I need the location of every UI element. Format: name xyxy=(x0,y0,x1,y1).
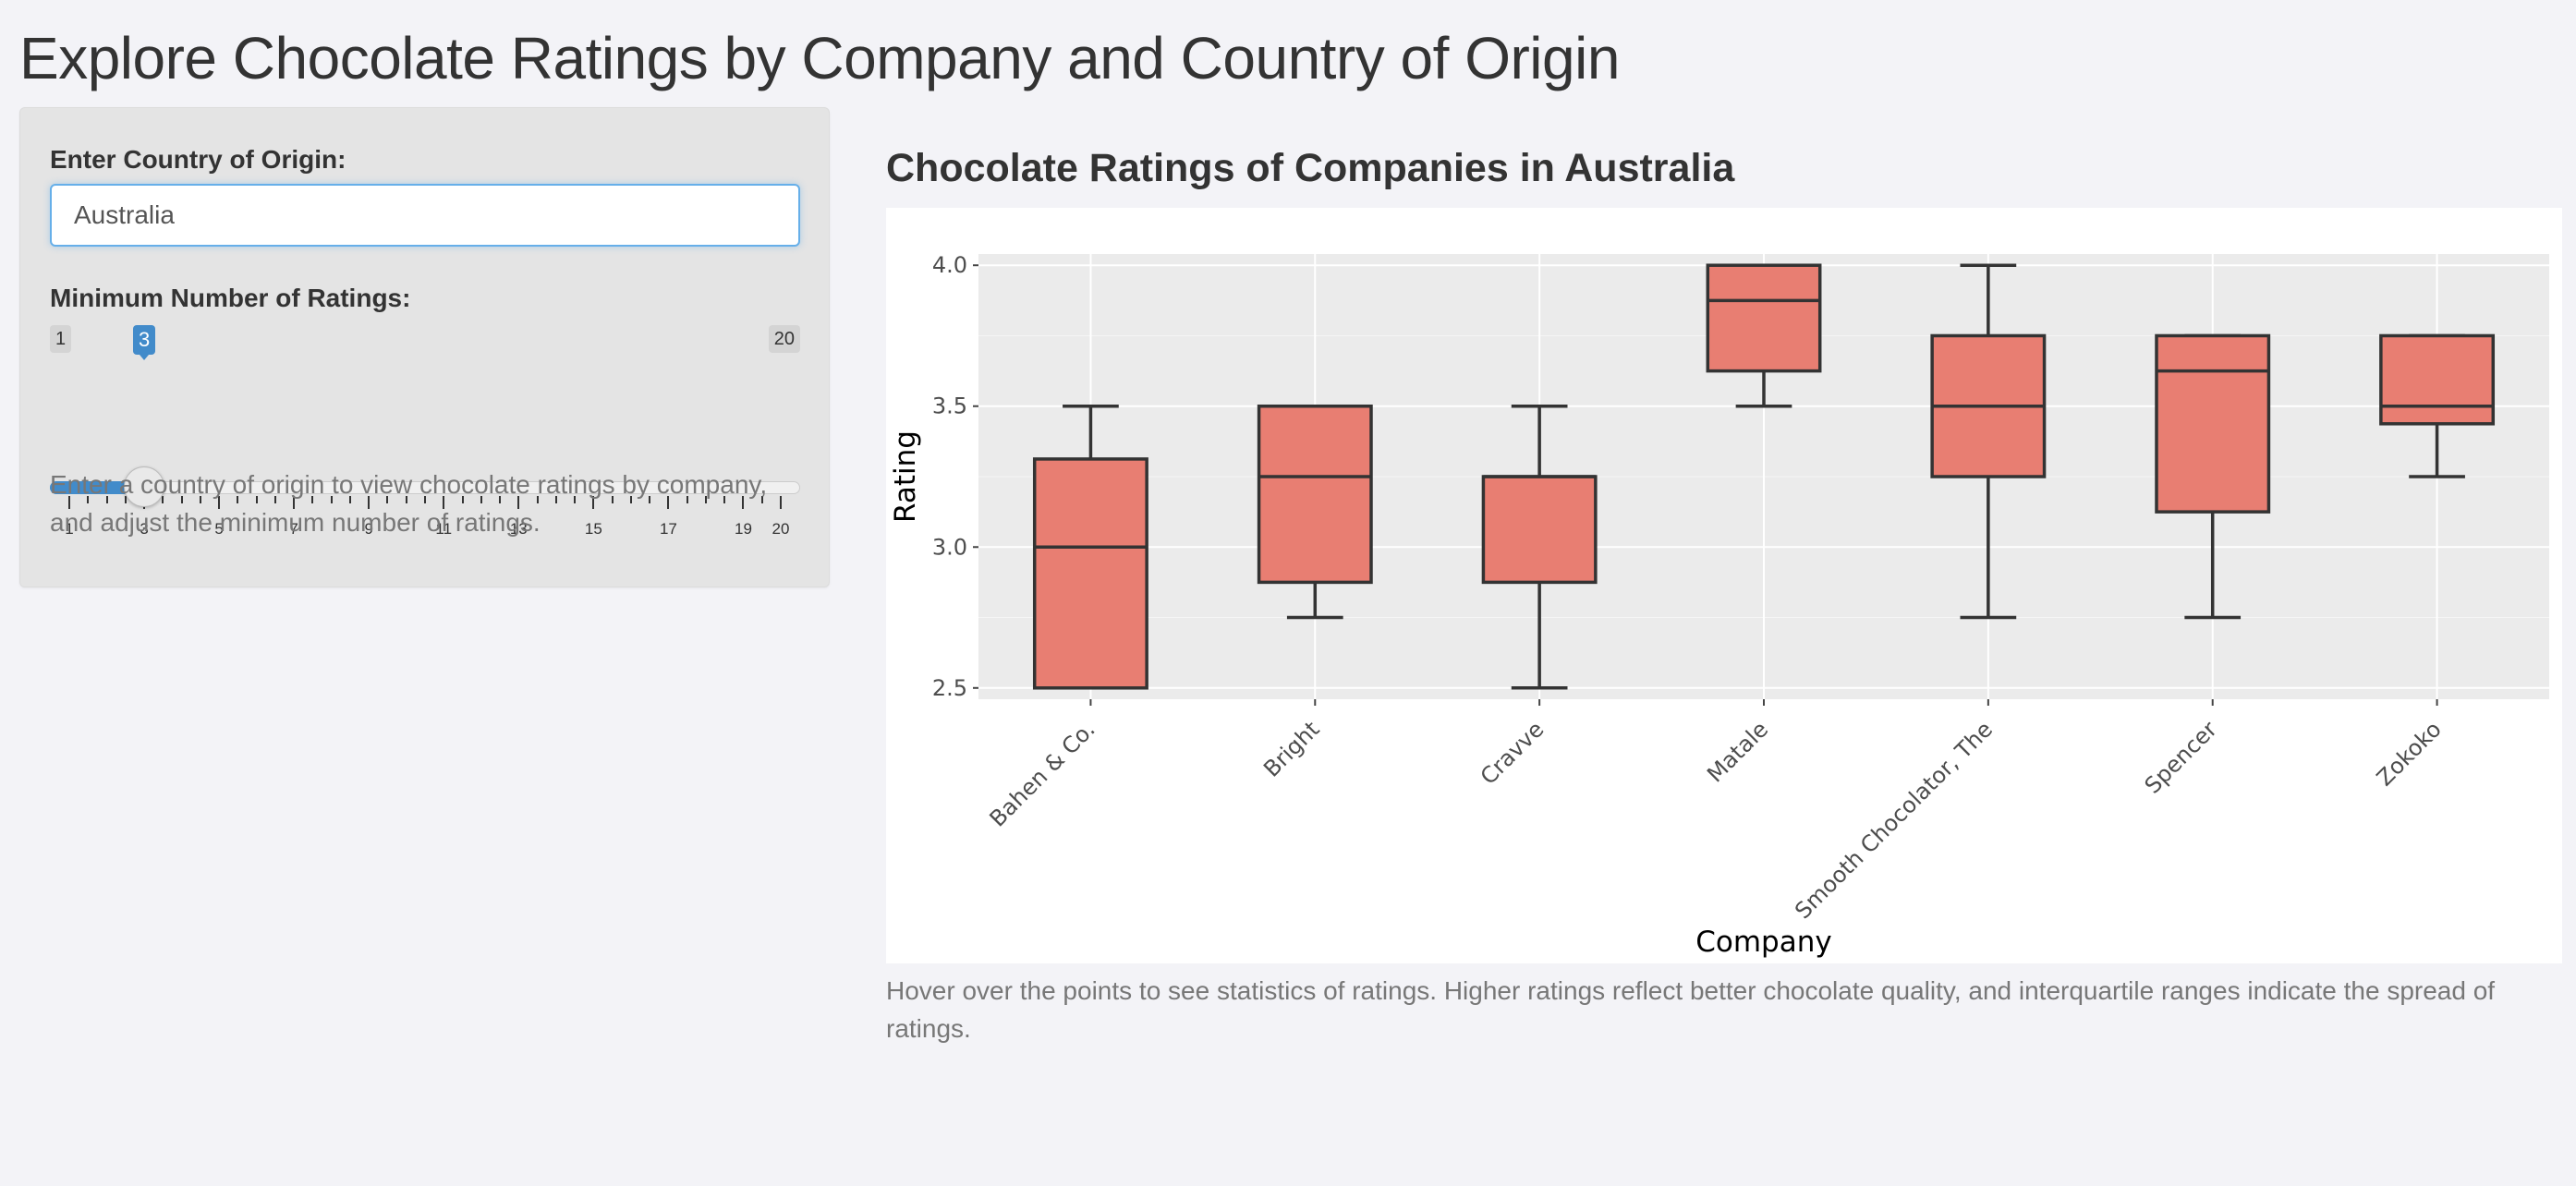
slider-tick-label: 3 xyxy=(140,520,149,538)
slider-minor-tick xyxy=(162,496,164,503)
boxplot-svg: 2.5 3.0 3.5 4.0 Bahen & Co. Bright Cravve Matal… xyxy=(889,252,2549,959)
slider-minor-tick xyxy=(273,496,276,503)
slider-minor-tick xyxy=(180,496,183,503)
min-ratings-slider[interactable]: 1 20 3 1 3 5 7 9 11 13 15 17 19 20 xyxy=(50,325,800,538)
y-tick-label: 4.0 xyxy=(932,252,967,278)
slider-minor-tick xyxy=(574,496,577,503)
y-axis-title: Rating xyxy=(889,430,922,523)
slider-minor-tick xyxy=(105,496,108,503)
slider-handle[interactable] xyxy=(124,466,165,507)
slider-tick-label: 11 xyxy=(435,520,453,538)
y-tick-label: 3.0 xyxy=(932,534,967,560)
slider-major-tick xyxy=(68,496,70,509)
slider-tick-label: 17 xyxy=(659,520,677,538)
slider-minor-tick xyxy=(461,496,464,503)
app-title: Explore Chocolate Ratings by Company and… xyxy=(19,25,1620,91)
slider-tick-label: 15 xyxy=(584,520,602,538)
slider-major-tick xyxy=(592,496,595,509)
min-ratings-label: Minimum Number of Ratings: xyxy=(50,284,411,312)
slider-minor-tick xyxy=(499,496,502,503)
slider-minor-tick xyxy=(330,496,333,503)
slider-tick-label: 7 xyxy=(289,520,298,538)
slider-major-tick xyxy=(742,496,745,509)
slider-minor-tick xyxy=(87,496,90,503)
slider-minor-tick xyxy=(199,496,201,503)
plot-title: Chocolate Ratings of Companies in Austra… xyxy=(886,146,1735,190)
slider-max-label: 20 xyxy=(768,325,800,353)
country-input[interactable] xyxy=(50,184,800,247)
box-smooth-chocolator-the[interactable] xyxy=(1930,263,2047,620)
slider-minor-tick xyxy=(124,496,127,503)
slider-major-tick xyxy=(667,496,670,509)
slider-min-label: 1 xyxy=(50,325,72,353)
ratings-boxplot[interactable]: 2.5 3.0 3.5 4.0 Bahen & Co. Bright Cravve Matal… xyxy=(886,208,2562,963)
x-tick-label: Spencer xyxy=(2140,716,2222,798)
x-tick-label: Cravve xyxy=(1476,716,1549,790)
slider-minor-tick xyxy=(686,496,688,503)
slider-tick-label: 20 xyxy=(772,520,790,538)
slider-value-label: 3 xyxy=(133,325,156,360)
slider-minor-tick xyxy=(424,496,426,503)
box-zokoko[interactable] xyxy=(2379,333,2496,478)
sidebar-panel: Enter Country of Origin: Minimum Number … xyxy=(19,107,830,587)
slider-minor-tick xyxy=(255,496,258,503)
slider-minor-tick xyxy=(480,496,482,503)
x-tick-label: Smooth Chocolator, The xyxy=(1790,716,1998,924)
slider-tick-label: 19 xyxy=(735,520,752,538)
y-tick-label: 2.5 xyxy=(932,675,967,701)
x-tick-label: Zokoko xyxy=(2372,716,2447,791)
slider-minor-tick xyxy=(629,496,632,503)
x-tick-label: Bahen & Co. xyxy=(985,716,1100,831)
slider-minor-tick xyxy=(611,496,614,503)
x-axis-title: Company xyxy=(1695,926,1831,959)
iqr-box xyxy=(2155,333,2271,514)
box-spencer[interactable] xyxy=(2155,333,2271,620)
iqr-box xyxy=(1481,475,1598,585)
x-tick-label: Matale xyxy=(1702,716,1773,787)
country-input-label: Enter Country of Origin: xyxy=(50,145,346,174)
slider-major-tick xyxy=(780,496,782,509)
slider-tick-label: 1 xyxy=(65,520,74,538)
iqr-box xyxy=(1032,457,1148,690)
iqr-box xyxy=(2379,333,2496,426)
box-bright[interactable] xyxy=(1257,404,1373,620)
box-bahen-co[interactable] xyxy=(1032,404,1148,690)
x-tick-label: Bright xyxy=(1258,716,1324,781)
slider-tick-label: 9 xyxy=(364,520,373,538)
slider-minor-tick xyxy=(704,496,707,503)
slider-minor-tick xyxy=(405,496,407,503)
slider-minor-tick xyxy=(386,496,389,503)
slider-fill-bar xyxy=(50,481,145,494)
slider-minor-tick xyxy=(554,496,557,503)
slider-minor-tick xyxy=(348,496,351,503)
box-matale[interactable] xyxy=(1706,263,1822,408)
plot-caption: Hover over the points to see statistics … xyxy=(886,976,2496,1043)
box-cravve[interactable] xyxy=(1481,404,1598,690)
slider-minor-tick xyxy=(237,496,239,503)
slider-minor-tick xyxy=(723,496,726,503)
slider-major-tick xyxy=(517,496,520,509)
slider-major-tick xyxy=(443,496,445,509)
slider-minor-tick xyxy=(760,496,763,503)
iqr-box xyxy=(1706,263,1822,373)
slider-major-tick xyxy=(218,496,221,509)
slider-minor-tick xyxy=(311,496,314,503)
slider-minor-tick xyxy=(649,496,651,503)
slider-major-tick xyxy=(293,496,296,509)
y-tick-label: 3.5 xyxy=(932,393,967,419)
slider-tick-label: 5 xyxy=(214,520,224,538)
slider-major-tick xyxy=(368,496,371,509)
sidebar-help-text: Enter a country of origin to view chocol… xyxy=(50,470,768,537)
slider-minor-tick xyxy=(536,496,539,503)
slider-tick-label: 13 xyxy=(509,520,528,538)
iqr-box xyxy=(1257,404,1373,585)
